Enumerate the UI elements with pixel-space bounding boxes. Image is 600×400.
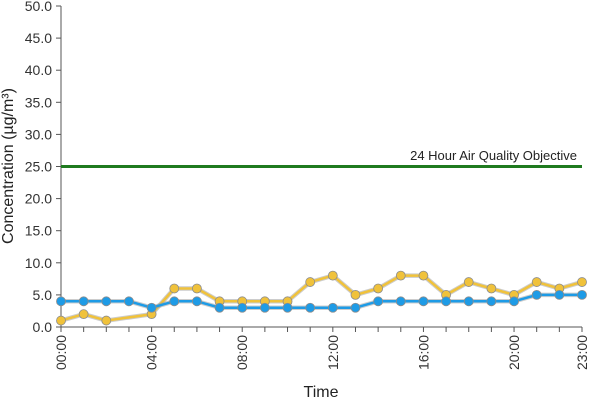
data-point [373,283,384,294]
data-point [395,270,406,281]
data-point [554,289,565,300]
y-tick-label: 50.0 [25,0,52,14]
y-tick-label: 15.0 [25,223,52,239]
data-point [531,277,542,287]
data-point [531,289,542,300]
y-tick-label: 40.0 [25,62,52,78]
data-point [101,315,112,326]
data-point [282,302,293,313]
x-tick-label: 23:00 [574,335,590,370]
data-point [441,296,451,307]
y-axis-title: Concentration (µg/m³) [0,88,17,244]
data-point [463,296,474,307]
y-axis-ticks: 0.0 5.0 10.0 15.0 20.0 25.0 30.0 35.0 40.0 45.0 50… [25,0,61,335]
y-tick-label: 0.0 [33,319,53,335]
series-1 [56,289,587,313]
data-point [305,302,316,313]
x-tick-label: 00:00 [53,335,69,370]
y-tick-label: 45.0 [25,30,52,46]
data-point [327,302,338,313]
data-point [78,309,89,320]
data-point [577,277,587,287]
data-point [463,277,474,287]
x-tick-label: 12:00 [325,335,341,370]
data-point [577,289,587,300]
series-0 [56,270,587,326]
data-point [192,296,202,307]
y-tick-label: 20.0 [25,191,52,207]
data-point [373,296,384,307]
reference-line-label: 24 Hour Air Quality Objective [410,148,577,163]
y-tick-label: 10.0 [25,255,52,271]
data-point [418,296,429,307]
x-axis-ticks: 00:00 04:00 08:00 12:00 16:00 20:00 23:00 [53,327,590,370]
x-axis-title: Time [304,384,339,400]
y-tick-label: 5.0 [33,287,53,303]
data-point [305,277,316,287]
data-point [78,296,89,307]
data-point [237,302,248,313]
data-point [418,270,429,281]
data-point [509,296,519,307]
data-point [486,283,497,294]
data-point [327,270,338,281]
data-point [56,315,66,326]
data-point [124,296,134,307]
data-point [192,283,202,294]
series-group [56,270,587,326]
data-point [169,283,180,294]
data-point [486,296,497,307]
data-point [101,296,112,307]
data-point [350,302,361,313]
y-tick-label: 25.0 [25,159,52,175]
data-point [395,296,406,307]
x-tick-label: 08:00 [234,335,250,370]
x-tick-label: 04:00 [144,335,160,370]
data-point [259,302,270,313]
data-point [146,302,157,313]
series-line-shadow [60,273,583,323]
x-tick-label: 20:00 [506,335,522,370]
y-tick-label: 30.0 [25,126,52,142]
data-point [350,289,361,300]
data-point [56,296,66,307]
x-tick-label: 16:00 [415,335,431,370]
data-point [169,296,180,307]
data-point [214,302,225,313]
y-tick-label: 35.0 [25,94,52,110]
